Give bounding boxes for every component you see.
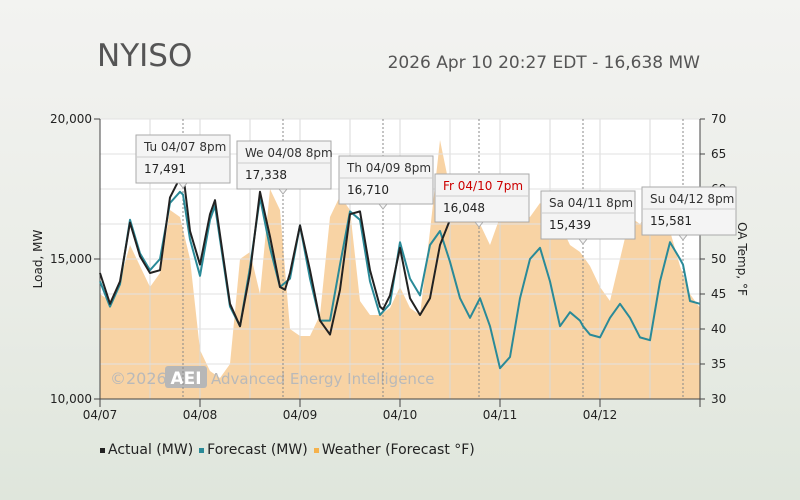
annotation-label: We 04/08 8pm [245,146,333,160]
chart-title: NYISO [97,38,193,74]
annotation-pointer [177,182,189,189]
y-axis-label: Load, MW [31,230,45,289]
annotation-value: 17,491 [144,162,186,176]
legend-label-weather: Weather (Forecast °F) [321,442,475,458]
watermark-logo-text: AEI [170,369,201,389]
annotation-box [434,173,530,223]
x-tick-label: 04/11 [483,408,518,422]
y2-tick-label: 30 [711,392,726,406]
x-tick-label: 04/12 [583,408,618,422]
legend-swatch-actual [100,447,105,453]
annotation-value: 15,439 [549,218,591,232]
x-tick-label: 04/08 [183,408,218,422]
x-tick-label: 04/07 [83,408,118,422]
y2-tick-label: 65 [711,147,726,161]
legend-item-actual[interactable]: Actual (MW) [100,442,193,458]
annotation-callout: Th 04/09 8pm 16,710 [338,155,434,210]
annotation-box [135,134,231,184]
y2-tick-label: 70 [711,112,726,126]
y2-tick-label: 45 [711,287,726,301]
annotation-callout: We 04/08 8pm 17,338 [236,140,333,195]
annotation-pointer [377,203,389,210]
chart-legend: Actual (MW) Forecast (MW) Weather (Forec… [100,442,475,458]
forecast-line [99,190,701,370]
annotation-box [540,190,636,240]
annotation-box [641,186,737,236]
annotation-box [338,155,434,205]
annotation-callout: Fr 04/10 7pm 16,048 [434,173,530,228]
y2-axis-label: OA Temp, °F [735,222,749,296]
legend-label-actual: Actual (MW) [108,442,194,458]
annotation-label: Sa 04/11 8pm [549,196,633,210]
legend-swatch-weather [313,447,319,453]
legend-label-forecast: Forecast (MW) [207,442,308,458]
annotation-label: Tu 04/07 8pm [143,140,226,154]
y-tick-label: 10,000 [50,392,92,406]
watermark-copyright: ©2026 [110,369,167,388]
y2-tick-label: 50 [711,252,726,266]
annotation-pointer [577,238,589,245]
x-tick-label: 04/10 [383,408,418,422]
annotation-value: 15,581 [650,214,692,228]
annotation-callout: Sa 04/11 8pm 15,439 [540,190,636,245]
annotation-value: 17,338 [245,168,287,182]
annotation-label: Fr 04/10 7pm [443,179,523,193]
annotation-callout: Su 04/12 8pm 15,581 [641,186,737,241]
actual-line [99,171,483,336]
annotation-pointer [277,188,289,195]
x-tick-label: 04/09 [283,408,318,422]
legend-item-weather[interactable]: Weather (Forecast °F) [313,442,475,458]
annotation-label: Th 04/09 8pm [346,161,431,175]
annotation-pointer [677,234,689,241]
watermark-text: Advanced Energy Intelligence [211,370,434,388]
legend-swatch-forecast [199,447,205,453]
chart-subtitle: 2026 Apr 10 20:27 EDT - 16,638 MW [387,53,700,73]
y2-tick-label: 35 [711,357,726,371]
annotation-box [236,140,332,190]
annotation-value: 16,710 [347,183,389,197]
y-tick-label: 15,000 [50,252,92,266]
legend-item-forecast[interactable]: Forecast (MW) [199,442,308,458]
annotation-value: 16,048 [443,201,485,215]
annotation-callout: Tu 04/07 8pm 17,491 [135,134,231,189]
y2-tick-label: 40 [711,322,726,336]
annotation-pointer [473,221,485,228]
annotation-label: Su 04/12 8pm [650,192,734,206]
watermark-logo [165,366,207,388]
y-tick-label: 20,000 [50,112,92,126]
